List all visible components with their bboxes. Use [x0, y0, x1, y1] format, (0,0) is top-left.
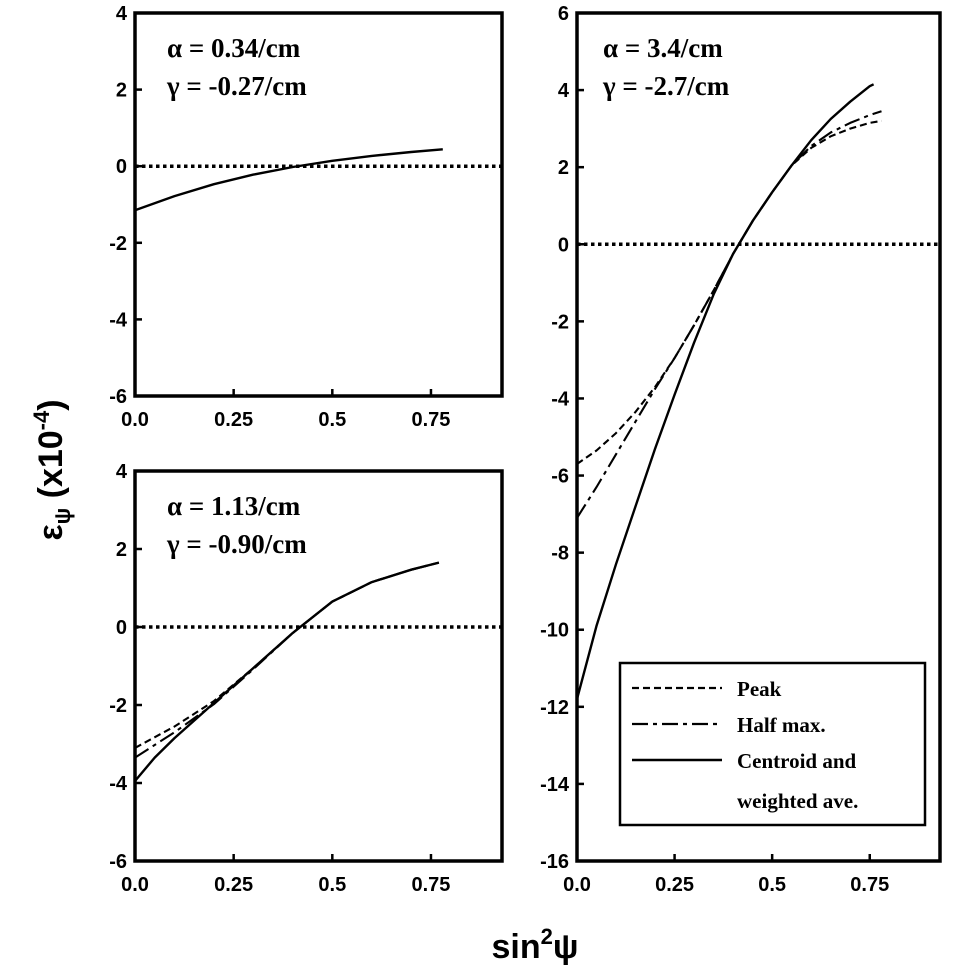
x-tick-label: 0.25	[655, 874, 694, 896]
y-tick-label: 4	[116, 3, 128, 25]
series-line-dashed	[576, 119, 882, 465]
plot-frame	[133, 11, 504, 398]
x-tick-label: 0.0	[121, 409, 149, 431]
y-tick-label: 0	[116, 617, 127, 639]
y-tick-label: 6	[558, 3, 569, 25]
legend-peak-label: Peak	[737, 677, 782, 701]
y-tick-label: -14	[540, 774, 570, 796]
x-tick-label: 0.75	[850, 874, 889, 896]
y-axis-label: εψ (x10-4)	[29, 399, 75, 540]
series-line-dashdot	[576, 110, 882, 519]
y-tick-label: -2	[109, 695, 127, 717]
x-tick-label: 0.75	[411, 409, 450, 431]
x-label-main: sin	[492, 928, 541, 966]
svg-text:εψ (x10-4): εψ (x10-4)	[29, 399, 75, 540]
y-tick-label: -4	[551, 388, 570, 410]
y-tick-label: -12	[540, 697, 569, 719]
panel-annotation: α = 1.13/cm	[167, 491, 301, 521]
panel-top-left: -6 -4 -2 0 2 4 0.0 0.25 0.5 0.75 α = 0.34/cm γ = -0…	[109, 3, 504, 431]
y-tick-label: 2	[558, 157, 569, 179]
series-line-solid	[575, 83, 875, 700]
x-tick-label: 0.5	[758, 874, 786, 896]
y-label-main: ε	[32, 524, 70, 540]
y-tick-label: -6	[551, 466, 569, 488]
y-tick-label: 4	[558, 80, 570, 102]
y-tick-label: -6	[109, 851, 127, 873]
legend: Peak Half max. Centroid and weighted ave…	[618, 661, 927, 827]
legend-centroid-label: Centroid and	[737, 749, 857, 773]
x-tick-label: 0.25	[214, 409, 253, 431]
legend-halfmax-label: Half max.	[737, 713, 826, 737]
y-tick-label: 2	[116, 80, 127, 102]
x-tick-label: 0.25	[214, 874, 253, 896]
x-tick-label: 0.0	[563, 874, 591, 896]
y-label-rest: (x10	[32, 430, 70, 508]
y-tick-label: -16	[540, 851, 569, 873]
x-tick-label: 0.0	[121, 874, 149, 896]
y-tick-label: 2	[116, 539, 127, 561]
y-label-sub: ψ	[50, 508, 75, 525]
panel-right: -16 -14 -12 -10 -8 -6 -4 -2 0 2 4 6 0.0 0.25 0.5 0.75 α …	[540, 3, 942, 896]
y-tick-label: -2	[551, 311, 569, 333]
x-label-exp: 2	[541, 924, 553, 949]
series-line-dashed	[134, 561, 440, 749]
y-tick-label: 0	[116, 156, 127, 178]
y-label-exp: -4	[29, 410, 54, 430]
legend-centroid-label-2: weighted ave.	[737, 789, 858, 813]
x-axis-label: sin2ψ	[492, 924, 579, 966]
y-tick-label: -2	[109, 233, 127, 255]
x-label-rest: ψ	[553, 928, 579, 966]
panel-annotation: α = 3.4/cm	[603, 33, 723, 63]
panel-bottom-left: -6 -4 -2 0 2 4 0.0 0.25 0.5 0.75 α = 1.13/cm γ = -0…	[109, 461, 504, 896]
y-tick-label: -6	[109, 386, 127, 408]
y-tick-label: 0	[558, 234, 569, 256]
x-tick-label: 0.5	[318, 874, 346, 896]
panel-annotation: γ = -0.27/cm	[166, 71, 307, 101]
series-line-solid	[134, 561, 440, 782]
y-tick-label: -8	[551, 543, 569, 565]
panel-annotation: γ = -0.90/cm	[166, 529, 307, 559]
series-line-dashdot	[134, 561, 440, 759]
y-tick-label: -10	[540, 620, 569, 642]
x-tick-label: 0.75	[411, 874, 450, 896]
legend-box	[618, 661, 927, 827]
y-tick-label: -4	[109, 309, 128, 331]
y-tick-label: 4	[116, 461, 128, 483]
plot-frame	[133, 469, 504, 863]
series-line-solid	[134, 148, 443, 212]
panel-annotation: α = 0.34/cm	[167, 33, 301, 63]
y-label-close: )	[32, 399, 70, 410]
plot-frame	[575, 11, 942, 863]
y-tick-label: -4	[109, 773, 128, 795]
panel-annotation: γ = -2.7/cm	[602, 71, 730, 101]
x-tick-label: 0.5	[318, 409, 346, 431]
